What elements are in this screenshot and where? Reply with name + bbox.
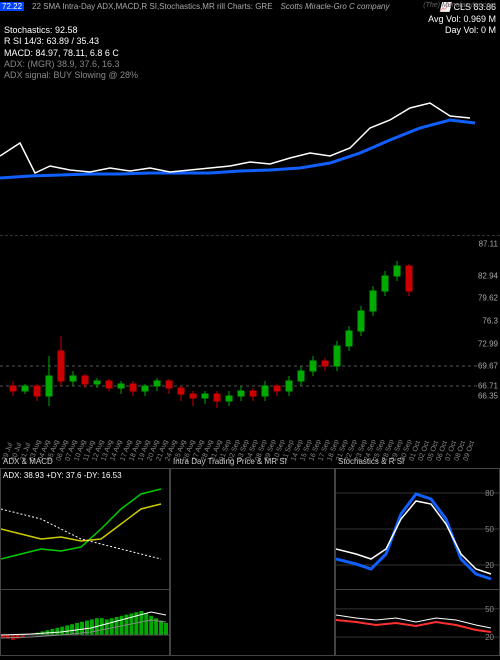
- y-tick: 66.71: [478, 382, 498, 391]
- svg-text:20: 20: [485, 561, 494, 570]
- adx-line: ADX: (MGR) 38.9, 37.6, 16.3: [4, 59, 138, 70]
- macd-line: MACD: 84.97, 78.11, 6.8 6 C: [4, 48, 138, 59]
- panel1-title: ADX & MACD: [3, 457, 53, 466]
- y-tick: 82.94: [478, 272, 498, 281]
- header-company: Scotts Miracle-Gro C company: [281, 2, 390, 11]
- stoch-rsi-panel: Stochastics & R SI 805020 5020: [335, 468, 500, 656]
- y-tick: 79.62: [478, 294, 498, 303]
- svg-text:50: 50: [485, 525, 494, 534]
- day-vol: Day Vol: 0 M: [428, 25, 496, 37]
- adx-values: ADX: 38.93 +DY: 37.6 -DY: 16.53: [3, 471, 122, 480]
- svg-text:20: 20: [485, 633, 494, 642]
- y-tick: 66.35: [478, 392, 498, 401]
- y-tick: 72.99: [478, 340, 498, 349]
- indicator-block: Stochastics: 92.58 R SI 14/3: 63.89 / 35…: [4, 25, 138, 81]
- watermark: (The) Munafasutra.com: [423, 2, 496, 9]
- intraday-panel: Intra Day Trading Price & MR SI: [170, 468, 335, 656]
- panel3-title: Stochastics & R SI: [338, 457, 404, 466]
- stoch-line: Stochastics: 92.58: [4, 25, 138, 36]
- candle-chart: 87.11 82.94 79.62 76.3 72.99 69.67 66.7166.35: [0, 235, 500, 421]
- panel2-title: Intra Day Trading Price & MR SI: [173, 457, 287, 466]
- price-chart: [0, 98, 500, 228]
- x-axis: 29 Jul30 Jul31 Jul03 Aug04 Aug05 Aug06 A…: [0, 422, 500, 462]
- sma-label: 72.22: [0, 2, 24, 11]
- y-tick: 76.3: [482, 317, 498, 326]
- svg-text:50: 50: [485, 605, 494, 614]
- svg-text:80: 80: [485, 489, 494, 498]
- adx-signal: ADX signal: BUY Slowing @ 28%: [4, 70, 138, 81]
- avg-vol: Avg Vol: 0.969 M: [428, 14, 496, 26]
- bottom-panels: ADX & MACD ADX: 38.93 +DY: 37.6 -DY: 16.…: [0, 468, 500, 656]
- header-indicators: 22 SMA Intra-Day ADX,MACD,R SI,Stochasti…: [32, 2, 273, 11]
- y-tick: 69.67: [478, 362, 498, 371]
- rsi-line: R SI 14/3: 63.89 / 35.43: [4, 36, 138, 47]
- adx-macd-panel: ADX & MACD ADX: 38.93 +DY: 37.6 -DY: 16.…: [0, 468, 170, 656]
- y-tick: 87.11: [479, 240, 498, 249]
